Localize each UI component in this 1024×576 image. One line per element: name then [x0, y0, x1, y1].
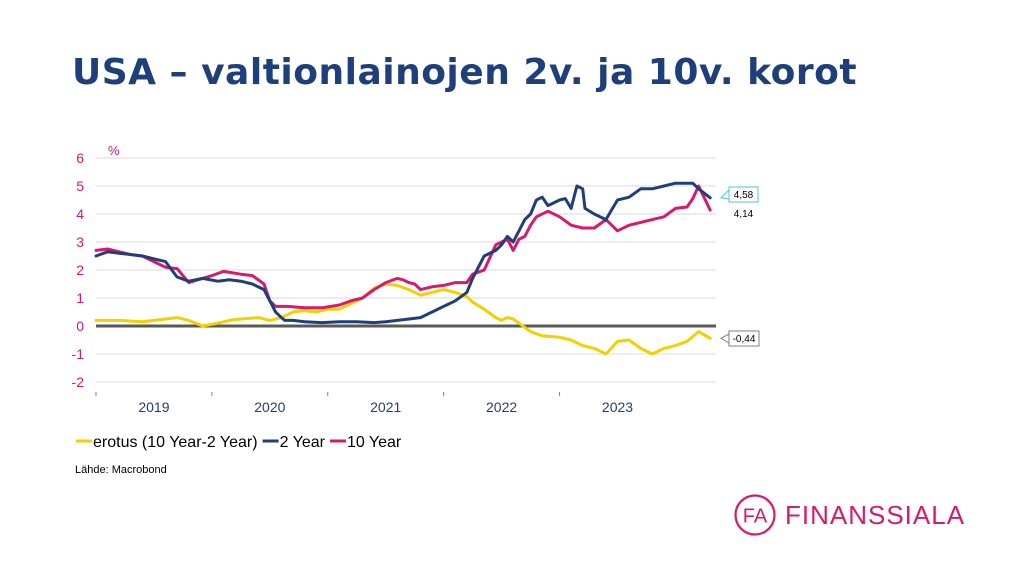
y-tick-label: 2	[76, 262, 84, 278]
y-tick-label: 0	[76, 318, 84, 334]
series-line-10-year	[94, 184, 712, 310]
y-tick-label: 5	[76, 178, 84, 194]
end-label-2: 4,14	[734, 209, 754, 220]
x-tick-label: 2022	[486, 399, 517, 415]
series-lines	[94, 181, 712, 356]
y-axis-label: %	[108, 143, 120, 158]
legend-item-1: erotus (10 Year-2 Year)	[76, 434, 258, 451]
series-line-erotus-10-year-2-year	[94, 282, 712, 356]
x-tick-label: 2023	[602, 399, 633, 415]
end-label-text: -0,44	[733, 334, 756, 345]
end-label-text: 4,58	[734, 190, 754, 201]
grid-lines	[96, 157, 716, 383]
end-label-text: 4,14	[734, 209, 754, 220]
brand-name: FINANSSIALA	[785, 499, 966, 530]
legend-label: erotus (10 Year-2 Year)	[93, 434, 258, 451]
fa-logo-icon: FA	[734, 494, 776, 536]
y-tick-label: -2	[72, 374, 85, 390]
finanssiala-logo: FA FINANSSIALA	[733, 490, 983, 540]
x-tick-label: 2021	[370, 399, 401, 415]
end-label-1: 4,58	[719, 186, 759, 203]
legend-label: 10 Year	[347, 434, 402, 451]
source-note: Lähde: Macrobond	[75, 464, 167, 476]
legend-item-2: 2 Year	[262, 434, 326, 451]
y-tick-label: 4	[76, 206, 84, 222]
x-tick-label: 2020	[254, 399, 285, 415]
end-value-labels: 4,58 4,14 -0,44	[719, 186, 760, 347]
y-tick-label: 3	[76, 234, 84, 250]
series-line-2-year	[94, 181, 712, 325]
legend-label: 2 Year	[280, 434, 326, 451]
legend: erotus (10 Year-2 Year) 2 Year 10 Year	[76, 434, 402, 451]
logo-initials: FA	[743, 506, 768, 528]
end-label-3: -0,44	[719, 330, 760, 347]
slide-title: USA – valtionlainojen 2v. ja 10v. korot	[72, 52, 858, 93]
y-tick-label: 6	[76, 150, 84, 166]
axis-ticks: 6 5 4 3 2 1 0 -1 -2 2019 2020 2021 2022 2023	[72, 150, 634, 415]
y-tick-label: -1	[72, 346, 85, 362]
y-tick-label: 1	[76, 290, 84, 306]
legend-item-3: 10 Year	[329, 434, 402, 451]
x-tick-label: 2019	[138, 399, 169, 415]
